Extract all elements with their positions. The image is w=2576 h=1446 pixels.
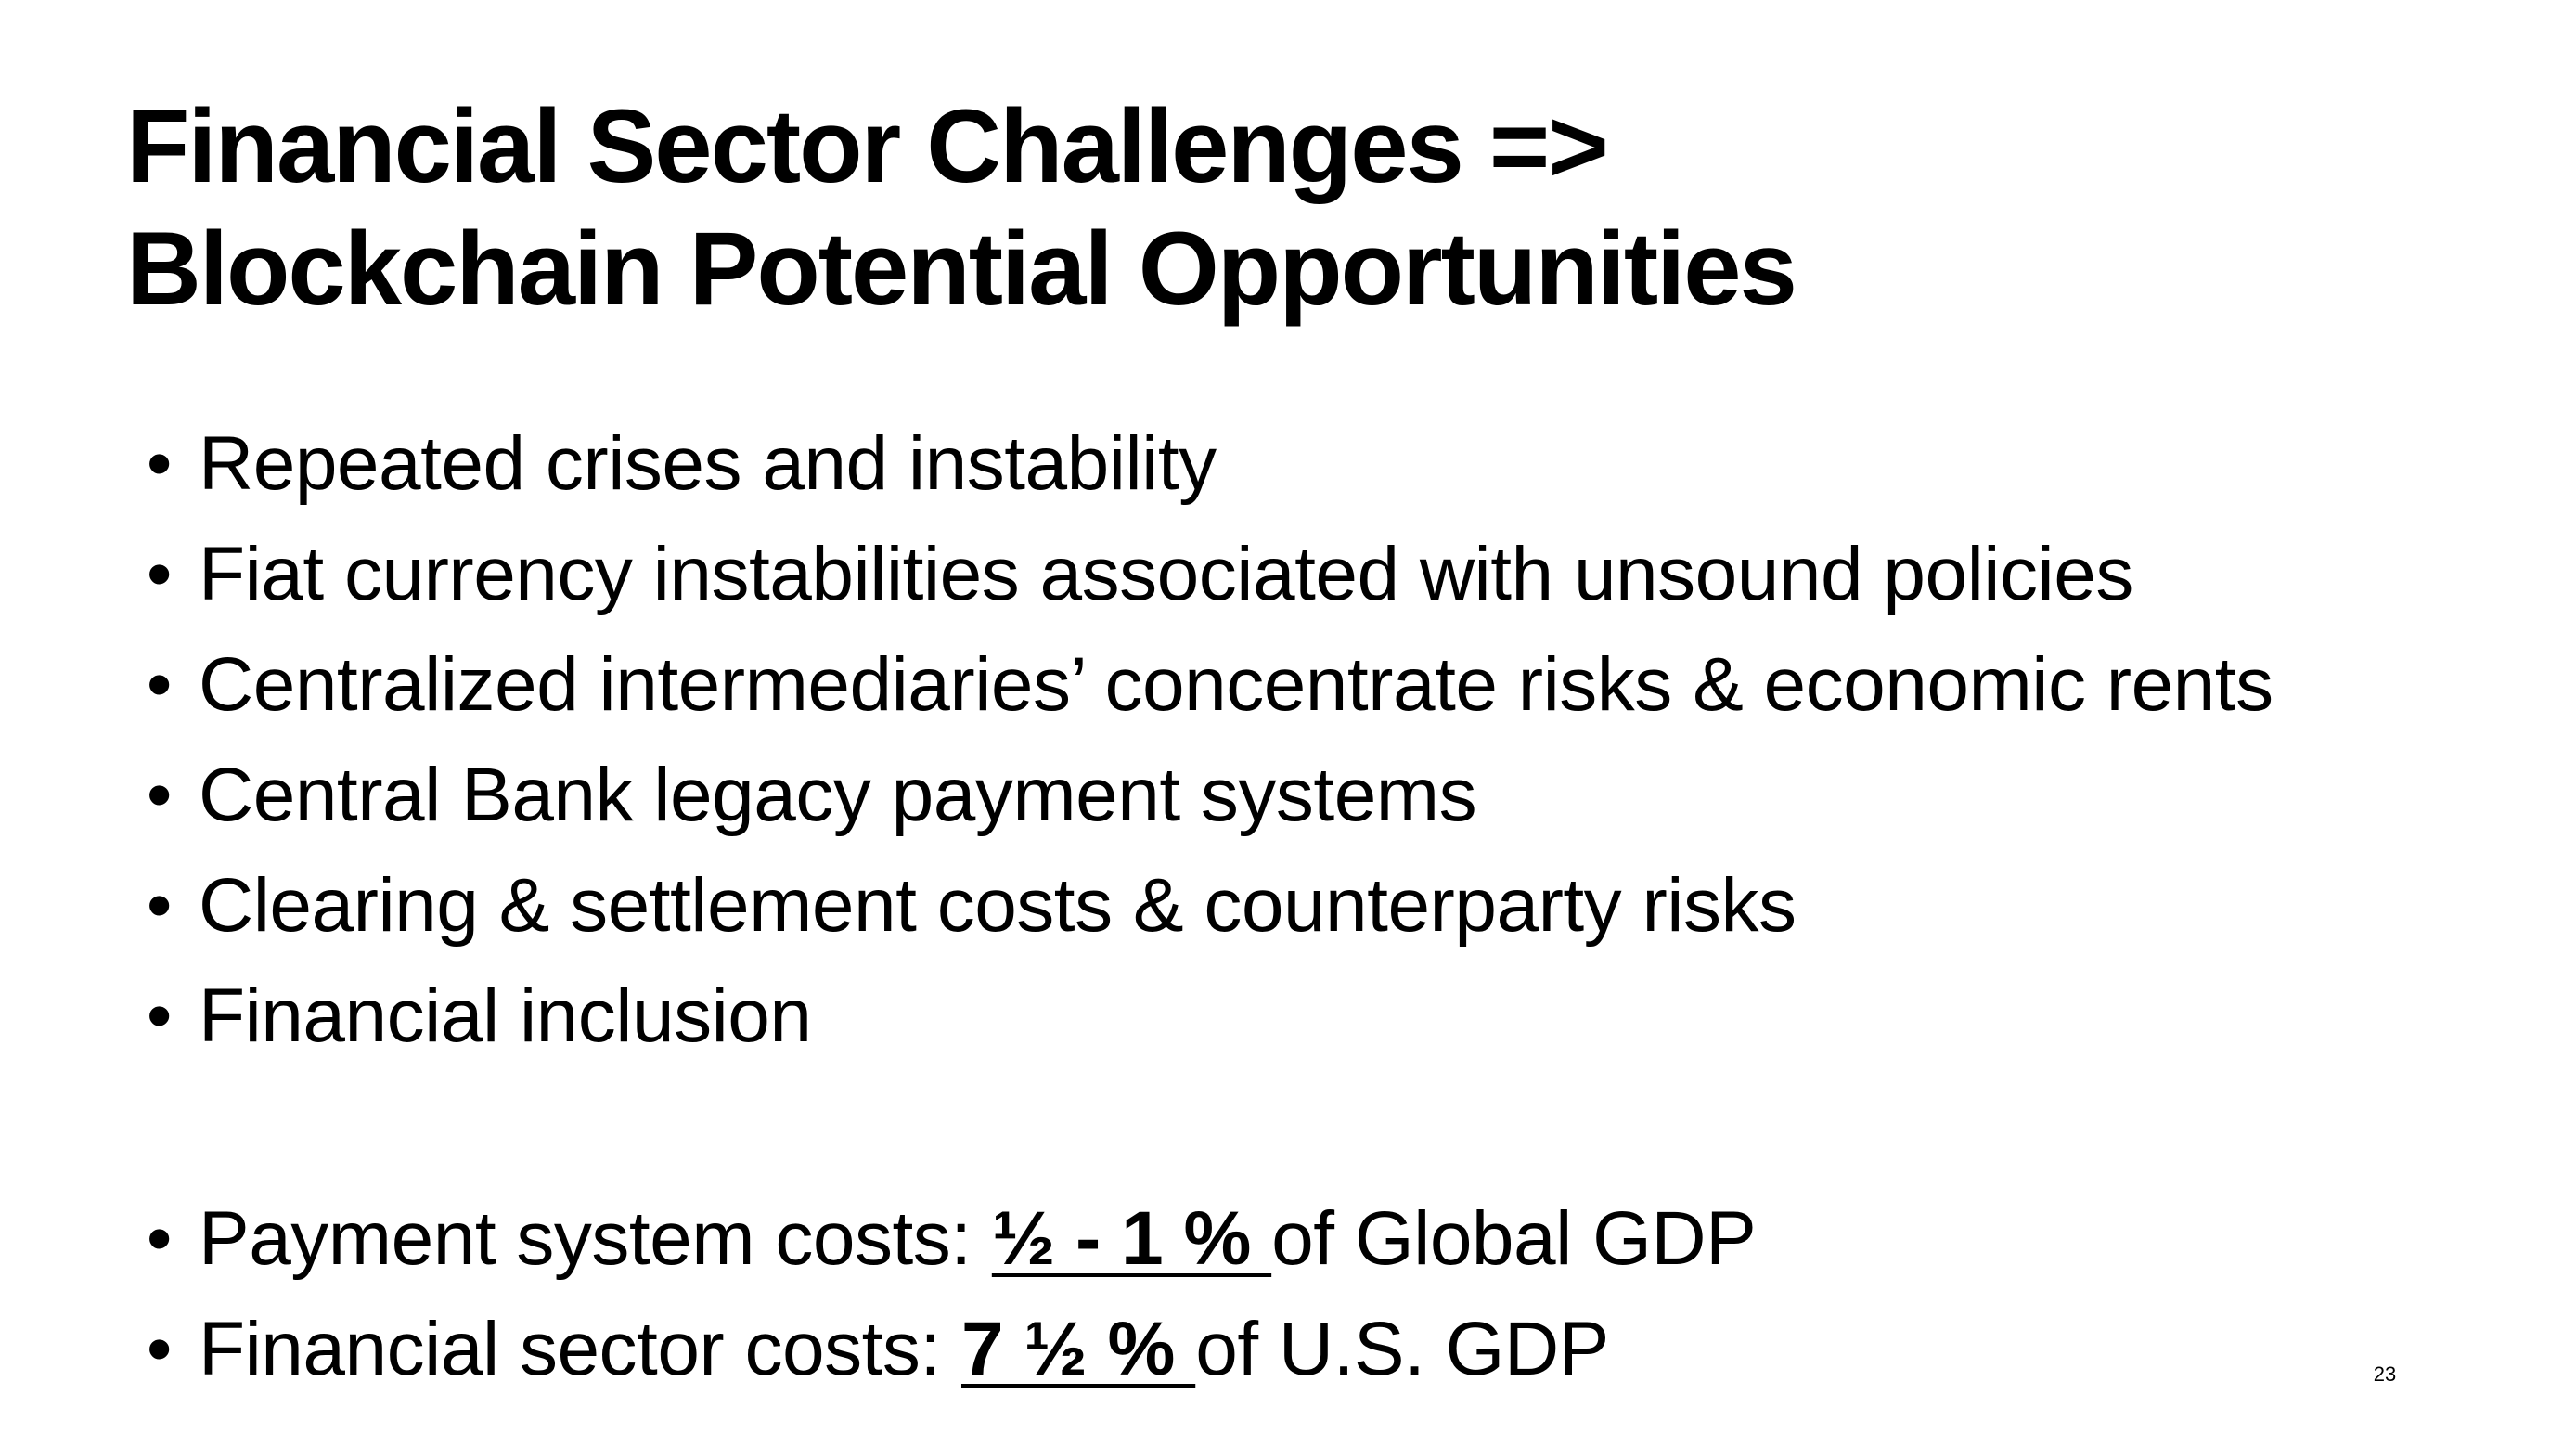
financial-cost-suffix: of U.S. GDP bbox=[1195, 1307, 1609, 1391]
slide-title: Financial Sector Challenges => Blockchai… bbox=[126, 85, 2446, 330]
financial-cost-value: 7 ½ % bbox=[960, 1307, 1196, 1391]
payment-cost-label: Payment system costs: bbox=[199, 1196, 992, 1281]
bullet-list: Repeated crises and instability Fiat cur… bbox=[147, 408, 2522, 1404]
slide-number: 23 bbox=[2373, 1362, 2397, 1386]
financial-cost-label: Financial sector costs: bbox=[199, 1307, 961, 1391]
payment-cost-suffix: of Global GDP bbox=[1271, 1196, 1757, 1281]
bullet-item: Clearing & settlement costs & counterpar… bbox=[147, 850, 2522, 961]
bullet-item: Central Bank legacy payment systems bbox=[147, 740, 2522, 850]
bullet-item: Fiat currency instabilities associated w… bbox=[147, 519, 2522, 629]
title-line-1: Financial Sector Challenges => bbox=[126, 88, 1609, 204]
financial-cost-bullet: Financial sector costs: 7 ½ % of U.S. GD… bbox=[147, 1294, 2522, 1404]
title-line-2: Blockchain Potential Opportunities bbox=[126, 211, 1797, 327]
payment-cost-value: ½ - 1 % bbox=[991, 1196, 1272, 1281]
bullet-item: Centralized intermediaries’ concentrate … bbox=[147, 629, 2522, 740]
bullet-item: Repeated crises and instability bbox=[147, 408, 2522, 519]
bullet-item: Financial inclusion bbox=[147, 961, 2522, 1071]
payment-cost-bullet: Payment system costs: ½ - 1 % of Global … bbox=[147, 1183, 2522, 1294]
